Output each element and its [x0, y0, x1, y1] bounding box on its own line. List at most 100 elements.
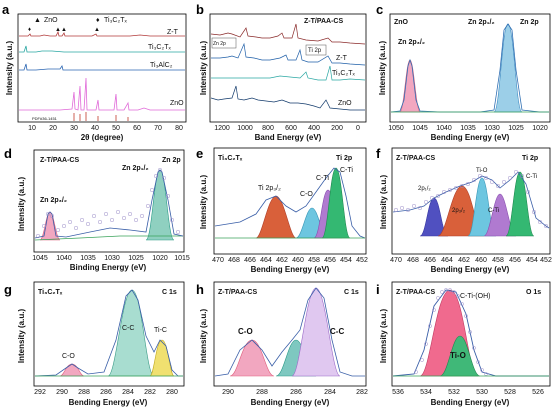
panel-c-xlabel: Bending Energy (eV)	[431, 133, 510, 142]
panel-e-frame	[213, 147, 367, 255]
zn2p-box	[211, 37, 237, 49]
curve-label-ti3c2tx-b: Ti₃C₂Tₓ	[332, 70, 355, 77]
peak-label-zn2p-c: Zn 2p	[520, 19, 539, 26]
panel-d-xlabel: Binding Energy (eV)	[70, 263, 147, 272]
panel-i-xlabel: Bending Energy (eV)	[431, 398, 510, 407]
panel-g-frame	[33, 281, 185, 387]
xtick: 452	[540, 257, 552, 264]
peak-label-co-g: C-O	[62, 353, 75, 360]
sample-label-f: Z-T/PAA-CS	[396, 155, 435, 162]
fit-envelope-e	[214, 167, 366, 239]
panel-g-xlabel: Bending Energy (eV)	[69, 398, 148, 407]
panel-e-xlabel: Bending Energy (eV)	[251, 265, 330, 274]
fit-envelope-f	[392, 171, 550, 229]
panel-h-frame	[213, 281, 367, 387]
xtick: 1050	[388, 125, 404, 132]
xtick: 528	[504, 389, 516, 396]
xtick: 534	[420, 389, 432, 396]
curve-label-ti3alc2: Ti₃AlC₂	[150, 62, 173, 69]
xtick: 1020	[532, 125, 548, 132]
curve-label-zno: ZnO	[170, 100, 184, 107]
peak-tic-fill-g	[149, 339, 175, 377]
panel-f-xticks: 470 468 466 464 462 460 458 456 454 452	[390, 257, 552, 264]
panel-b-xticks: 1200 1000 800 600 400 200 0	[214, 125, 360, 132]
xtick: 458	[492, 257, 504, 264]
xtick: 1040	[56, 255, 72, 262]
curve-label-z-t-paa-cs: Z-T/PAA-CS	[304, 18, 343, 25]
xtick: 536	[392, 389, 404, 396]
panel-d-ylabel: Intensity (a.u.)	[17, 177, 26, 232]
title-h: C 1s	[344, 289, 359, 296]
panel-e-xticks: 470 468 466 464 462 460 458 456 454 452	[212, 257, 368, 264]
peak-label-2p12-f: 2p₁/₂	[418, 186, 431, 192]
panel-b: b Z-T/PAA-CS Z-T Ti₃C₂Tₓ ZnO Zn 2p Ti 2p…	[196, 2, 367, 142]
xtick: 468	[228, 257, 240, 264]
panel-b-ylabel: Intensity (a.u.)	[199, 41, 208, 96]
peak-zn2p32-fill	[399, 59, 421, 113]
sample-label-d: Z-T/PAA-CS	[40, 157, 79, 164]
xtick: 530	[476, 389, 488, 396]
xtick: 288	[256, 389, 268, 396]
peak-cti2-fill-e	[321, 167, 351, 239]
panel-e: e Ti₃C₂Tₓ Ti 2p Ti 2p₃/₂ C-O C-Ti C-Ti 4…	[196, 146, 368, 274]
sample-label-i: Z-T/PAA-CS	[396, 289, 435, 296]
panel-i: i Z-T/PAA-CS O 1s C-Ti-(OH) Ti-O 536 534…	[376, 281, 551, 407]
panel-f-ylabel: Intensity (a.u.)	[379, 175, 388, 230]
xtick: 280	[166, 389, 178, 396]
panel-d: d Z-T/PAA-CS Zn 2p₃/₂ Zn 2p₁/₂ Zn 2p 104…	[4, 146, 190, 272]
xtick: 464	[260, 257, 272, 264]
fit-envelope-h	[214, 287, 365, 377]
xtick: 400	[308, 125, 320, 132]
title-i: O 1s	[526, 289, 541, 296]
data-points-f	[393, 169, 549, 229]
panel-c-letter: c	[376, 2, 383, 17]
peak-zn2p12-fill-d	[145, 169, 175, 241]
peak-label-ti2p32-e: Ti 2p₃/₂	[258, 185, 281, 192]
panel-g-letter: g	[4, 282, 12, 297]
curve-ti3alc2	[19, 63, 185, 71]
panel-c-ylabel: Intensity (a.u.)	[378, 41, 387, 96]
peak-label-cti-f2: C-Ti	[526, 174, 537, 180]
curve-z-t	[19, 30, 185, 37]
peak-label-zn2p-d: Zn 2p	[162, 157, 181, 164]
peak-cc-fill-g	[107, 289, 155, 377]
panel-g-ylabel: Intensity (a.u.)	[17, 309, 26, 364]
legend-ti3c2tx-icon: ♦	[96, 17, 100, 24]
baseline-d	[34, 235, 183, 241]
curve-label-zno-b: ZnO	[338, 100, 352, 107]
xtick: 456	[509, 257, 521, 264]
panel-i-ylabel: Intensity (a.u.)	[379, 309, 388, 364]
xtick: 452	[356, 257, 368, 264]
xtick: 464	[441, 257, 453, 264]
peak-label-cti-e1: C-Ti	[316, 175, 329, 182]
xtick: 0	[356, 125, 360, 132]
xtick: 1035	[460, 125, 476, 132]
panel-a-frame	[17, 13, 187, 123]
peak-label-cc-g: C-C	[122, 325, 134, 332]
xtick: 290	[56, 389, 68, 396]
panel-d-xticks: 1045 1040 1035 1030 1025 1020 1015	[32, 255, 190, 262]
annotation-zn-2p: Zn 2p	[213, 41, 226, 47]
xtick: 30	[70, 125, 78, 132]
curve-label-z-t: Z-T	[167, 29, 179, 36]
panel-a-letter: a	[2, 2, 10, 17]
xtick: 80	[175, 125, 183, 132]
xtick: 1025	[508, 125, 524, 132]
peak-label-tio-f: Ti-O	[476, 168, 488, 174]
xtick: 282	[356, 389, 368, 396]
panel-g: g Ti₃C₂Tₓ C 1s C-O C-C Ti-C 292 290 288 …	[4, 281, 185, 407]
title-e: Ti 2p	[336, 155, 352, 162]
peak-ti2p32-fill-e	[255, 195, 297, 239]
panel-f-letter: f	[376, 146, 381, 161]
zno-marker: ▲	[94, 27, 100, 33]
xtick: 526	[532, 389, 544, 396]
legend-ti3c2tx-label: Ti₃C₂Tₓ	[104, 17, 127, 24]
xtick: 1015	[174, 255, 190, 262]
peak-label-tio-i: Ti-O	[450, 351, 466, 360]
xtick: 460	[475, 257, 487, 264]
zno-marker: ▲	[61, 27, 67, 33]
peak-label-cti-f1: C-Ti	[488, 208, 499, 214]
xtick: 1200	[214, 125, 230, 132]
panel-i-letter: i	[376, 282, 380, 297]
peak-label-zn2p32-c: Zn 2p₃/₂	[398, 39, 425, 46]
